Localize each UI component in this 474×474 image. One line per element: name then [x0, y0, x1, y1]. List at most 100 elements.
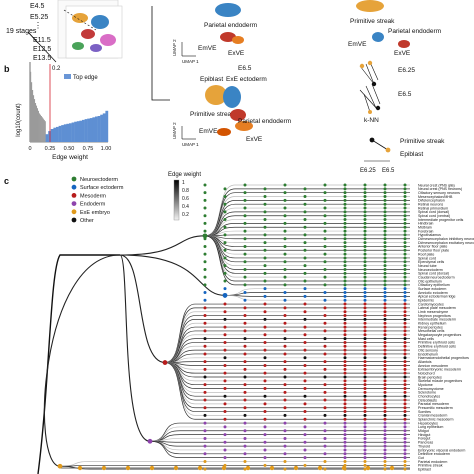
- tree-node: [323, 260, 327, 264]
- tree-node: [343, 363, 347, 367]
- tree-node: [223, 241, 227, 245]
- tree-node: [363, 279, 367, 283]
- tree-node: [403, 267, 407, 271]
- tree-node: [403, 183, 407, 187]
- tree-node: [323, 314, 327, 318]
- tree-node: [343, 214, 347, 218]
- legend-lineage-label: Surface ectoderm: [80, 185, 124, 191]
- tree-node: [383, 429, 387, 433]
- tree-node: [383, 291, 387, 295]
- tree-node: [383, 298, 387, 302]
- tree-node: [202, 233, 208, 239]
- tree-node: [383, 241, 387, 245]
- tree-node: [383, 360, 387, 364]
- tree-node: [383, 264, 387, 268]
- tree-node: [403, 379, 407, 383]
- cell-type-label: Definitive erythroid cells: [418, 345, 456, 349]
- tree-node: [403, 221, 407, 225]
- tree-node: [243, 237, 247, 241]
- tree-node: [343, 402, 347, 406]
- tree-node: [403, 363, 407, 367]
- tree-node: [303, 325, 307, 329]
- panel-a: E4.5 E5.25 ⋮ 19 stages E11.5 E12.5 E13.5: [6, 0, 123, 63]
- tree-node: [343, 210, 347, 214]
- tree-node: [149, 465, 155, 471]
- tree-node: [303, 202, 307, 206]
- tree-node: [223, 456, 227, 460]
- tree-node: [403, 425, 407, 429]
- tree-node: [383, 275, 387, 279]
- tree-node: [203, 406, 207, 410]
- hist-bar-top-edge: [105, 110, 109, 142]
- tree-node: [403, 256, 407, 260]
- tree-node: [343, 379, 347, 383]
- hist-bar-all: [30, 82, 33, 142]
- tree-node: [323, 390, 327, 394]
- tree-node: [363, 302, 367, 306]
- knn-graph-e65: [359, 83, 381, 114]
- tree-node: [303, 410, 307, 414]
- tree-node: [389, 465, 395, 471]
- tree-node: [243, 252, 247, 256]
- tree-node: [363, 436, 367, 440]
- tree-node: [303, 241, 307, 245]
- tree-node: [263, 187, 267, 191]
- tree-node: [263, 248, 267, 252]
- tree-edge: [204, 235, 410, 240]
- hist-bar-top-edge: [71, 122, 75, 142]
- tree-node: [363, 463, 367, 467]
- tree-node: [403, 390, 407, 394]
- tree-node: [363, 379, 367, 383]
- tree-node: [403, 333, 407, 337]
- tree-node: [203, 298, 207, 302]
- tree-node: [323, 237, 327, 241]
- tree-node: [245, 465, 251, 471]
- tree-edge: [164, 362, 410, 393]
- tree-node: [383, 463, 387, 467]
- tree-node: [283, 291, 287, 295]
- tree-node: [403, 191, 407, 195]
- tree-node: [223, 256, 227, 260]
- tree-node: [363, 298, 367, 302]
- tree-node: [363, 375, 367, 379]
- tree-node: [303, 394, 307, 398]
- tree-node: [263, 210, 267, 214]
- tree-node: [303, 456, 307, 460]
- tree-node: [363, 410, 367, 414]
- tree-node: [323, 267, 327, 271]
- tree-node: [203, 244, 207, 248]
- tree-node: [343, 360, 347, 364]
- tree-node: [323, 383, 327, 387]
- cell-type-label: Nephron progenitors: [418, 314, 451, 318]
- tree-node: [263, 410, 267, 414]
- tree-node: [343, 429, 347, 433]
- blob-blue-small: [372, 32, 384, 42]
- tree-node: [263, 356, 267, 360]
- blob-parietal: [230, 109, 246, 121]
- tree-edge: [204, 235, 410, 243]
- tree-node: [383, 421, 387, 425]
- tree-node: [363, 321, 367, 325]
- tree-node: [383, 244, 387, 248]
- tree-node: [383, 379, 387, 383]
- tree-node: [343, 321, 347, 325]
- tree-node: [223, 356, 227, 360]
- blob-emve: [217, 128, 231, 136]
- tree-node: [403, 287, 407, 291]
- tree-node: [343, 198, 347, 202]
- tree-node: [343, 340, 347, 344]
- tree-edge: [204, 196, 410, 237]
- legend-dot: [71, 201, 77, 207]
- tree-node: [363, 367, 367, 371]
- blob-exve: [235, 121, 253, 131]
- panel-b: b log10(count) 0.2 Top edge 0 0.25 0.50 …: [4, 62, 111, 161]
- tree-node: [383, 187, 387, 191]
- umap-tr-label-0: Primitive streak: [350, 18, 395, 25]
- legend-axis-e65: E6.5: [382, 168, 395, 174]
- tree-node: [403, 448, 407, 452]
- tree-node: [203, 352, 207, 356]
- hist-bar-top-edge: [66, 123, 70, 142]
- tree-edge: [149, 438, 410, 442]
- tree-node: [343, 306, 347, 310]
